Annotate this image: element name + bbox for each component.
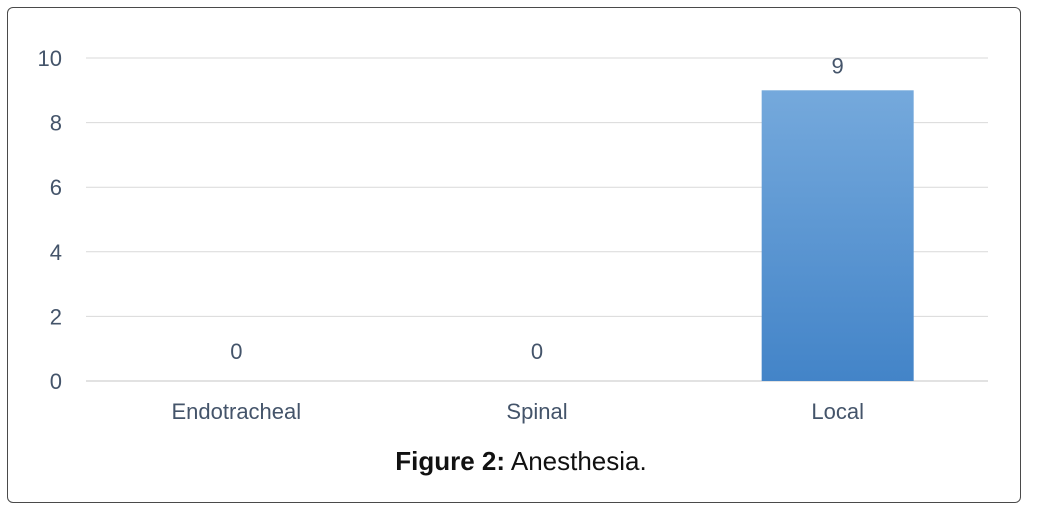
data-labels: 0 0 9 [230, 53, 844, 364]
y-axis-ticks: 0 2 4 6 8 10 [38, 46, 62, 394]
y-tick-label: 6 [50, 175, 62, 200]
data-label-local: 9 [832, 53, 844, 78]
y-tick-label: 0 [50, 369, 62, 394]
caption-text: Anesthesia. [505, 446, 647, 476]
y-tick-label: 10 [38, 46, 62, 71]
data-label-endotracheal: 0 [230, 339, 242, 364]
category-label-local: Local [811, 399, 864, 424]
bar-chart: 0 2 4 6 8 10 0 0 9 Endotracheal Spinal Local [38, 46, 988, 424]
x-axis-categories: Endotracheal Spinal Local [172, 399, 864, 424]
category-label-spinal: Spinal [506, 399, 567, 424]
category-label-endotracheal: Endotracheal [172, 399, 302, 424]
data-label-spinal: 0 [531, 339, 543, 364]
bar-local [761, 90, 914, 382]
figure-caption: Figure 2: Anesthesia. [0, 446, 1042, 477]
bars [761, 90, 914, 382]
y-tick-label: 2 [50, 304, 62, 329]
y-tick-label: 8 [50, 111, 62, 136]
y-tick-label: 4 [50, 240, 62, 265]
caption-label: Figure 2: [395, 446, 506, 476]
